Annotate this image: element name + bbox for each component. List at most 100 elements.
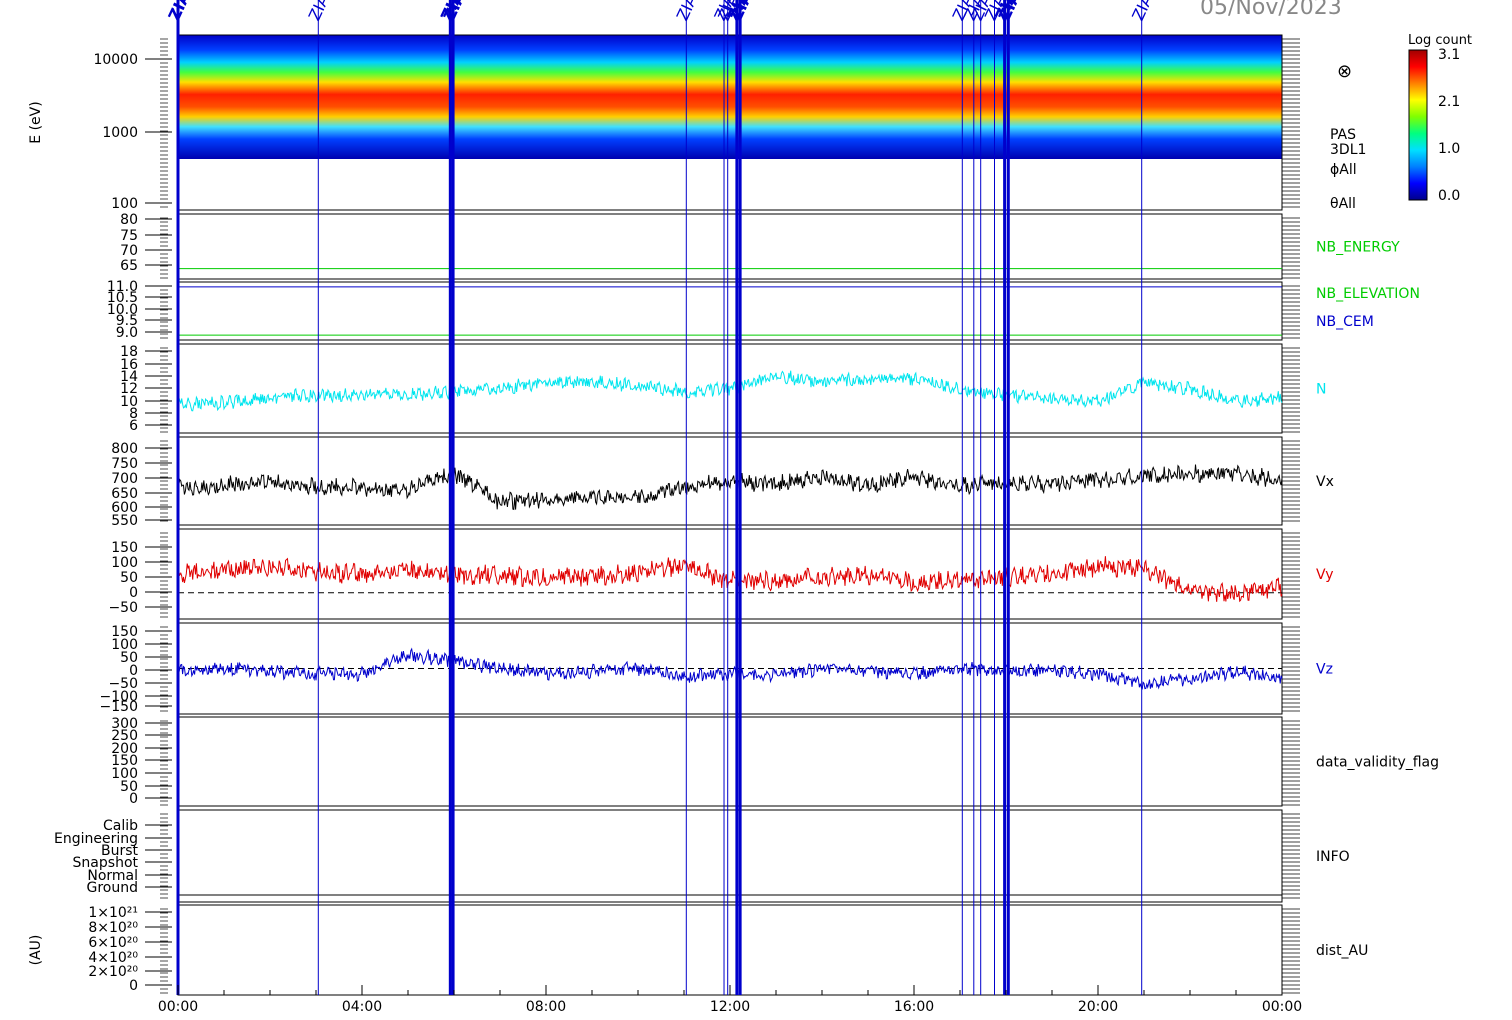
panel-label: dist_AU xyxy=(1316,943,1368,959)
y-tick-label: 11.0 xyxy=(107,279,138,295)
y-tick-label: 0 xyxy=(129,978,138,994)
x-tick-label: 08:00 xyxy=(526,999,566,1015)
event-marker-label: ZIAS xyxy=(164,0,199,24)
y-tick-label: 700 xyxy=(111,471,138,487)
date-title: 05/Nov/2023 xyxy=(1200,0,1342,20)
panel-frame xyxy=(177,281,1283,341)
y-tick-label: 100 xyxy=(111,196,138,212)
y-tick-label: 50 xyxy=(120,570,138,586)
colorbar-tick-label: 1.0 xyxy=(1438,141,1460,157)
panel-label: INFO xyxy=(1316,849,1350,865)
x-tick-label: 12:00 xyxy=(710,999,750,1015)
y-tick-label: 10.5 xyxy=(107,290,138,306)
y-tick-label: 100 xyxy=(111,766,138,782)
y-tick-label: 100 xyxy=(111,555,138,571)
y-tick-label: 6×10²⁰ xyxy=(88,935,138,951)
panel-frame xyxy=(177,213,1283,280)
x-tick-label: 20:00 xyxy=(1078,999,1118,1015)
panel-info: CalibEngineeringBurstSnapshotNormalGroun… xyxy=(54,809,1350,903)
y-tick-label: 80 xyxy=(120,212,138,228)
y-tick-label: 800 xyxy=(111,441,138,457)
colorbar-bar xyxy=(1408,49,1428,201)
panel-label: Vz xyxy=(1316,662,1333,678)
event-marker-label: ZIAS xyxy=(673,0,706,24)
y-tick-label: Snapshot xyxy=(73,855,139,871)
panel-label: NB_ELEVATION xyxy=(1316,286,1420,302)
colorbar-tick-label: 0.0 xyxy=(1438,188,1460,204)
series-line-Vx xyxy=(177,464,1283,511)
y-tick-label: Normal xyxy=(87,868,138,884)
y-tick-label: 70 xyxy=(120,243,138,259)
event-marker-label: ZIAS xyxy=(1128,0,1161,24)
colorbar-title: Log count xyxy=(1408,33,1472,48)
y-axis-label: (AU) xyxy=(28,935,44,966)
panel-label: ϕAll xyxy=(1330,162,1357,178)
y-tick-label: 16 xyxy=(120,357,138,373)
y-tick-label: 100 xyxy=(111,637,138,653)
y-tick-label: 150 xyxy=(111,753,138,769)
direction-icon: ⊗ xyxy=(1337,61,1352,82)
x-tick-label: 00:00 xyxy=(1262,999,1302,1015)
y-tick-label: 2×10²⁰ xyxy=(88,964,138,980)
x-tick-label: 00:00 xyxy=(158,999,198,1015)
y-tick-label: 300 xyxy=(111,716,138,732)
y-tick-label: 150 xyxy=(111,540,138,556)
y-axis-label: E (eV) xyxy=(28,101,44,143)
panel-frame xyxy=(177,716,1283,807)
y-tick-label: Burst xyxy=(101,843,139,859)
panel-label: data_validity_flag xyxy=(1316,755,1439,771)
y-tick-label: 750 xyxy=(111,456,138,472)
y-tick-label: 0 xyxy=(129,791,138,807)
y-tick-label: 200 xyxy=(111,741,138,757)
y-tick-label: Ground xyxy=(87,880,139,896)
y-tick-label: 0 xyxy=(129,663,138,679)
y-tick-label: 8 xyxy=(129,406,138,422)
x-tick-label: 04:00 xyxy=(342,999,382,1015)
y-tick-label: −50 xyxy=(108,600,138,616)
y-tick-label: 550 xyxy=(111,513,138,529)
y-tick-label: −100 xyxy=(100,689,138,705)
series-line-Vz xyxy=(177,647,1283,690)
y-tick-label: 6 xyxy=(129,418,138,434)
y-tick-label: 10000 xyxy=(93,52,138,68)
panel-label: PAS xyxy=(1330,127,1356,143)
y-tick-label: 75 xyxy=(120,228,138,244)
y-tick-label: 250 xyxy=(111,728,138,744)
y-tick-label: 8×10²⁰ xyxy=(88,920,138,936)
y-tick-label: 50 xyxy=(120,650,138,666)
colorbar: Log count 3.1 2.1 1.0 0.0 xyxy=(1408,33,1472,204)
panel-elev: 11.010.510.09.59.0 NB_ELEVATION NB_CEM xyxy=(107,279,1420,341)
panel-frame xyxy=(177,904,1283,996)
y-tick-label: 4×10²⁰ xyxy=(88,950,138,966)
spectrogram-image xyxy=(178,35,1282,159)
panel-label: 3DL1 xyxy=(1330,142,1366,158)
y-tick-label: 650 xyxy=(111,486,138,502)
spectrogram xyxy=(178,35,1282,159)
panel-label: NB_ENERGY xyxy=(1316,240,1400,256)
y-tick-label: 18 xyxy=(120,344,138,360)
panel-label: Vx xyxy=(1316,474,1334,490)
y-tick-label: 12 xyxy=(120,381,138,397)
series-line-Vy xyxy=(177,556,1283,603)
y-tick-label: Engineering xyxy=(54,831,138,847)
x-tick-label: 16:00 xyxy=(894,999,934,1015)
y-tick-label: 65 xyxy=(120,258,138,274)
panel-label: N xyxy=(1316,382,1326,398)
series-line-N xyxy=(177,370,1283,412)
y-tick-label: 50 xyxy=(120,779,138,795)
panel-label: Vy xyxy=(1316,567,1334,583)
y-tick-label: 10 xyxy=(120,394,138,410)
y-tick-label: 600 xyxy=(111,500,138,516)
y-tick-label: 1×10²¹ xyxy=(88,905,138,921)
y-tick-label: 9.0 xyxy=(116,325,138,341)
panel-frame xyxy=(177,809,1283,903)
